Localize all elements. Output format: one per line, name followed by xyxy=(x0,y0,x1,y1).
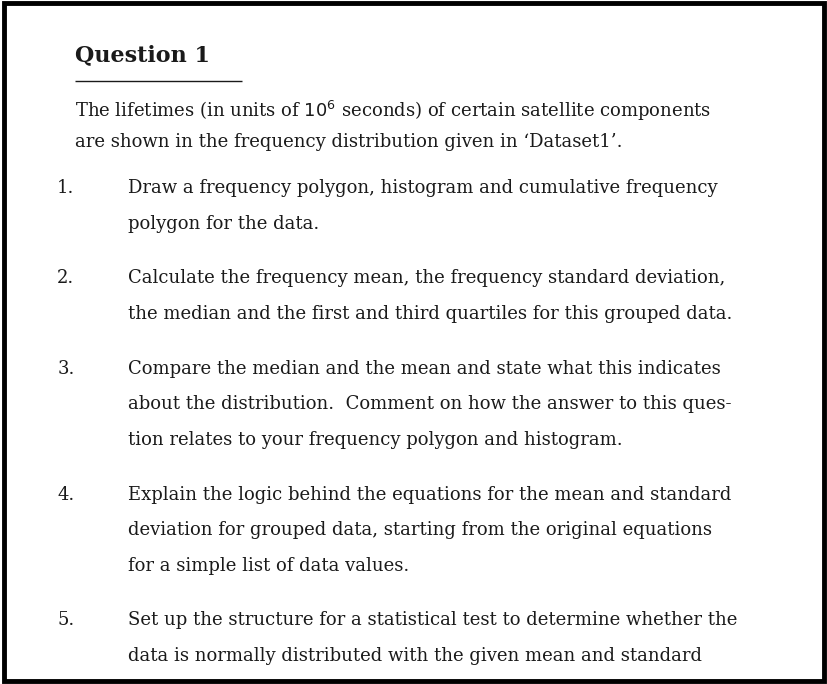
Text: Explain the logic behind the equations for the mean and standard: Explain the logic behind the equations f… xyxy=(128,486,731,503)
Text: 1.: 1. xyxy=(57,179,74,197)
Text: Question 1: Question 1 xyxy=(74,44,209,66)
Text: about the distribution.  Comment on how the answer to this ques-: about the distribution. Comment on how t… xyxy=(128,395,731,413)
Text: polygon for the data.: polygon for the data. xyxy=(128,215,319,233)
Text: 3.: 3. xyxy=(57,360,74,378)
Text: 2.: 2. xyxy=(57,269,74,287)
Text: for a simple list of data values.: for a simple list of data values. xyxy=(128,557,409,575)
Text: 4.: 4. xyxy=(57,486,74,503)
Text: The lifetimes (in units of $10^6$ seconds) of certain satellite components: The lifetimes (in units of $10^6$ second… xyxy=(74,99,710,123)
Text: data is normally distributed with the given mean and standard: data is normally distributed with the gi… xyxy=(128,647,701,665)
Text: 5.: 5. xyxy=(57,611,74,629)
Text: deviation for grouped data, starting from the original equations: deviation for grouped data, starting fro… xyxy=(128,521,711,539)
Text: Calculate the frequency mean, the frequency standard deviation,: Calculate the frequency mean, the freque… xyxy=(128,269,724,287)
Text: Draw a frequency polygon, histogram and cumulative frequency: Draw a frequency polygon, histogram and … xyxy=(128,179,717,197)
Text: Compare the median and the mean and state what this indicates: Compare the median and the mean and stat… xyxy=(128,360,720,378)
Text: Set up the structure for a statistical test to determine whether the: Set up the structure for a statistical t… xyxy=(128,611,737,629)
Text: the median and the first and third quartiles for this grouped data.: the median and the first and third quart… xyxy=(128,305,732,323)
Text: tion relates to your frequency polygon and histogram.: tion relates to your frequency polygon a… xyxy=(128,431,622,449)
Text: are shown in the frequency distribution given in ‘Dataset1’.: are shown in the frequency distribution … xyxy=(74,133,621,151)
